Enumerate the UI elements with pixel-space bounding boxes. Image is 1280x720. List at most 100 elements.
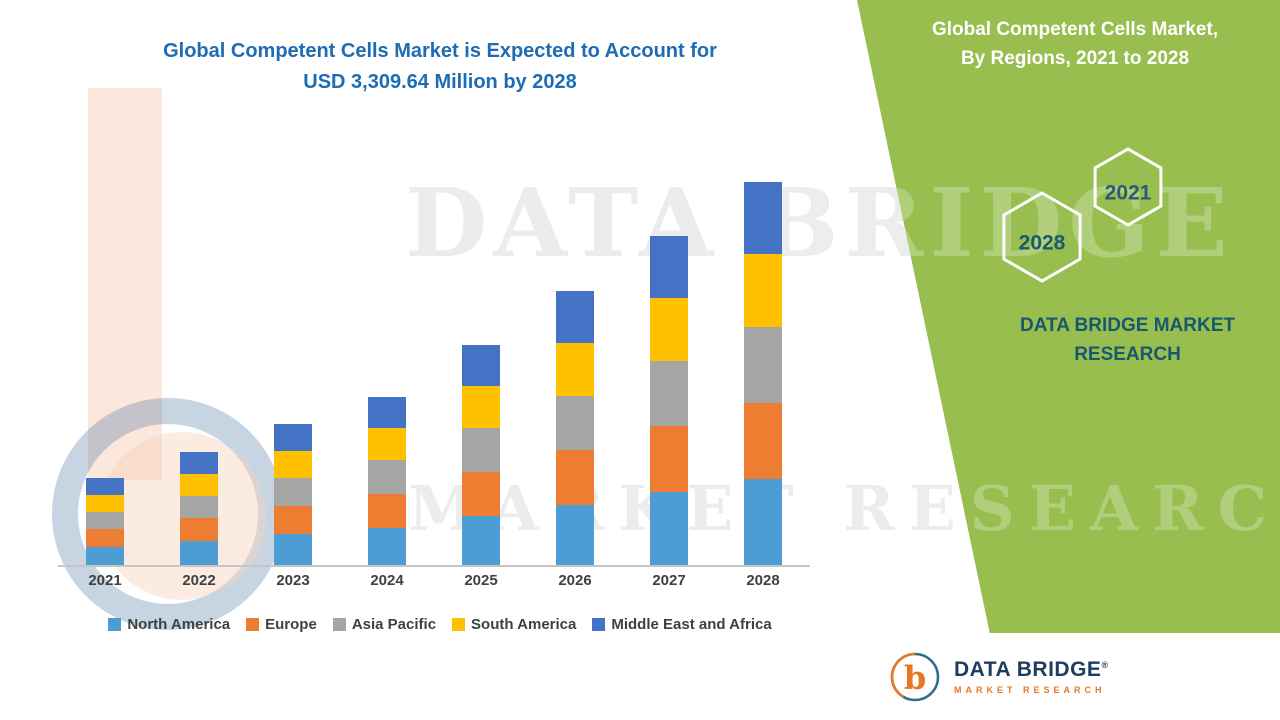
x-axis-label-2023: 2023 (276, 572, 310, 589)
bar-segment-europe (180, 518, 218, 541)
bar-segment-south-america (274, 451, 312, 479)
bar-segment-south-america (180, 473, 218, 496)
bar-segment-middle-east-and-africa (556, 291, 594, 344)
data-bridge-logo-icon: b (890, 652, 940, 701)
stacked-bar-2023 (274, 423, 312, 565)
bar-slot-2021 (58, 178, 152, 565)
bar-segment-europe (462, 471, 500, 517)
x-axis-label-2025: 2025 (464, 572, 498, 589)
bar-segment-south-america (744, 254, 782, 328)
legend-item-asia-pacific: Asia Pacific (332, 616, 437, 633)
legend-swatch-icon (246, 618, 260, 631)
stacked-bar-2024 (368, 396, 406, 565)
bar-segment-north-america (744, 479, 782, 565)
bar-segment-north-america (180, 540, 218, 565)
stacked-bar-2028 (744, 182, 782, 565)
bar-segment-europe (650, 426, 688, 493)
bar-slot-2027 (622, 178, 716, 565)
bar-segment-middle-east-and-africa (86, 477, 124, 496)
brand-text: DATA BRIDGE MARKET RESEARCH (995, 312, 1260, 369)
stacked-bar-plot (58, 178, 810, 567)
x-axis-label-2024: 2024 (370, 572, 404, 589)
legend-swatch-icon (108, 618, 122, 631)
bar-segment-middle-east-and-africa (744, 182, 782, 255)
bar-segment-middle-east-and-africa (368, 396, 406, 428)
logo-text-block: DATA BRIDGE® MARKET RESEARCH (954, 658, 1109, 695)
chart-legend: North America Europe Asia Pacific South Ame… (40, 616, 840, 633)
x-axis-labels: 2021 2022 2023 2024 2025 2026 2027 2028 (58, 572, 810, 589)
bar-segment-asia-pacific (180, 495, 218, 519)
hexagon-2028-icon (1002, 191, 1082, 283)
bar-segment-europe (274, 506, 312, 535)
legend-label: Middle East and Africa (611, 616, 772, 633)
bar-segment-europe (368, 493, 406, 528)
chart-title-line1: Global Competent Cells Market is Expecte… (163, 40, 717, 62)
bar-segment-middle-east-and-africa (180, 451, 218, 474)
bar-segment-south-america (462, 385, 500, 428)
bar-segment-asia-pacific (744, 327, 782, 403)
bar-segment-middle-east-and-africa (274, 423, 312, 452)
stacked-bar-2022 (180, 451, 218, 565)
bar-slot-2023 (246, 178, 340, 565)
legend-item-middle-east-and-africa: Middle East and Africa (592, 616, 772, 633)
logo-tagline: MARKET RESEARCH (954, 685, 1106, 695)
bar-slot-2025 (434, 178, 528, 565)
x-axis-label-2027: 2027 (652, 572, 686, 589)
logo-letter: b (904, 658, 926, 696)
bar-segment-north-america (368, 527, 406, 565)
bar-slot-2024 (340, 178, 434, 565)
legend-label: South America (471, 616, 577, 633)
chart-title: Global Competent Cells Market is Expecte… (80, 36, 800, 98)
bar-segment-europe (556, 449, 594, 505)
legend-swatch-icon (452, 618, 466, 631)
year-hexagons: 2021 2028 (1002, 147, 1163, 283)
legend-label: North America (127, 616, 231, 633)
bar-segment-north-america (86, 546, 124, 565)
bar-segment-south-america (368, 427, 406, 461)
logo-name: DATA BRIDGE® (954, 658, 1109, 682)
hexagon-2021-icon (1093, 147, 1163, 227)
bar-segment-asia-pacific (368, 460, 406, 494)
chart-title-line2: USD 3,309.64 Million by 2028 (303, 71, 577, 93)
x-axis-label-2026: 2026 (558, 572, 592, 589)
bar-segment-south-america (650, 298, 688, 361)
logo-name-text: DATA BRIDGE (954, 658, 1102, 681)
bar-segment-asia-pacific (650, 360, 688, 427)
side-panel-title-line2: By Regions, 2021 to 2028 (960, 47, 1190, 69)
bar-segment-north-america (556, 504, 594, 565)
x-axis-label-2022: 2022 (182, 572, 216, 589)
side-panel-title-line1: Global Competent Cells Market, (931, 19, 1219, 40)
bar-segment-north-america (462, 516, 500, 565)
logo-registered-mark: ® (1101, 660, 1109, 670)
bar-segment-europe (744, 403, 782, 480)
brand-text-line1: DATA BRIDGE MARKET (1020, 315, 1235, 336)
bar-segment-europe (86, 529, 124, 547)
stacked-bar-2027 (650, 236, 688, 565)
stacked-bar-2021 (86, 477, 124, 565)
x-axis-label-2021: 2021 (88, 572, 122, 589)
side-panel-title: Global Competent Cells Market, By Region… (890, 16, 1260, 73)
bar-slot-2022 (152, 178, 246, 565)
bar-segment-north-america (650, 492, 688, 565)
bar-segment-asia-pacific (86, 511, 124, 530)
bar-segment-middle-east-and-africa (462, 344, 500, 386)
legend-swatch-icon (332, 618, 346, 631)
bar-segment-asia-pacific (274, 478, 312, 506)
bar-segment-middle-east-and-africa (650, 236, 688, 299)
bar-segment-south-america (556, 343, 594, 396)
bar-segment-north-america (274, 534, 312, 565)
legend-item-north-america: North America (108, 616, 230, 633)
bar-slot-2026 (528, 178, 622, 565)
legend-item-europe: Europe (246, 616, 317, 633)
hexagon-year-right: 2021 (1105, 182, 1152, 205)
brand-text-line2: RESEARCH (1074, 343, 1181, 365)
hexagon-year-left: 2028 (1019, 232, 1066, 255)
bar-segment-asia-pacific (462, 427, 500, 472)
bar-slot-2028 (716, 178, 810, 565)
bar-segment-south-america (86, 495, 124, 512)
legend-label: Europe (265, 616, 317, 633)
stacked-bar-2025 (462, 344, 500, 565)
legend-label: Asia Pacific (351, 616, 437, 633)
x-axis-label-2028: 2028 (746, 572, 780, 589)
